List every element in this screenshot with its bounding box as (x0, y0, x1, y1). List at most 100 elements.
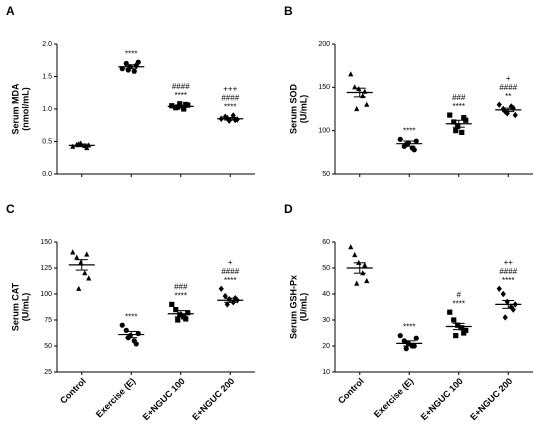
significance: **** (224, 276, 236, 285)
data-point (183, 101, 189, 108)
significance: + (228, 258, 233, 267)
panel-label: D (284, 202, 293, 216)
data-point (451, 317, 457, 323)
data-point (119, 66, 125, 72)
data-point (447, 309, 453, 315)
x-tick-label: E+NGUC 100 (141, 376, 187, 422)
data-point (70, 249, 76, 255)
data-point (74, 254, 80, 260)
data-point (459, 325, 465, 331)
y-tick-label: 1.5 (42, 73, 52, 80)
data-point (352, 251, 358, 258)
significance: **** (175, 292, 187, 301)
significance: #### (499, 83, 517, 92)
y-axis-label: (U/mL) (298, 293, 308, 322)
y-axis-label: Serum SOD (288, 83, 298, 134)
x-tick-label: Control (58, 376, 88, 406)
data-point (413, 335, 419, 341)
data-point (123, 60, 129, 67)
data-point (455, 322, 461, 328)
data-point (123, 327, 129, 333)
panel-label: A (6, 4, 15, 18)
data-point (496, 101, 502, 108)
data-point (185, 310, 191, 316)
significance: **** (224, 103, 236, 112)
data-point (169, 103, 175, 109)
y-tick-label: 30 (322, 317, 330, 324)
data-point (78, 259, 84, 265)
data-point (177, 312, 183, 318)
significance: #### (221, 94, 239, 103)
data-point (397, 333, 403, 339)
y-tick-label: 0.5 (42, 138, 52, 145)
data-point (459, 129, 465, 135)
data-point (76, 285, 82, 291)
data-point (82, 270, 88, 276)
y-tick-label: 20 (322, 343, 330, 350)
data-point (451, 119, 457, 125)
data-point (70, 143, 76, 149)
panel-label: B (284, 4, 293, 18)
data-point (169, 301, 175, 307)
data-point (502, 314, 508, 321)
data-point (397, 136, 403, 142)
data-point (84, 144, 90, 151)
y-axis-label: (U/mL) (298, 95, 308, 124)
y-tick-label: 150 (318, 84, 330, 91)
data-point (500, 290, 506, 298)
data-point (496, 285, 502, 292)
y-axis-label: (U/mL) (20, 293, 30, 322)
significance: **** (502, 276, 514, 285)
y-axis-label: Serum MDA (10, 83, 20, 135)
significance: **** (125, 49, 137, 58)
y-axis-label: Serum CAT (10, 282, 20, 331)
data-point (133, 341, 139, 347)
x-tick-label: E+NGUC 100 (419, 376, 465, 422)
data-point (173, 307, 179, 313)
y-tick-label: 125 (40, 265, 52, 272)
x-tick-label: E+NGUC 200 (190, 376, 236, 422)
y-tick-label: 2.0 (42, 41, 52, 48)
significance: ### (452, 93, 466, 102)
data-point (177, 101, 183, 107)
data-point (354, 280, 360, 286)
data-point (453, 128, 459, 134)
y-tick-label: 50 (44, 343, 52, 350)
data-point (413, 138, 419, 144)
significance: #### (221, 267, 239, 276)
significance: ++ (504, 258, 514, 267)
y-tick-label: 75 (44, 317, 52, 324)
data-point (348, 244, 354, 250)
y-tick-label: 50 (322, 265, 330, 272)
data-point (512, 111, 518, 119)
data-point (175, 104, 181, 110)
data-point (461, 330, 467, 336)
data-point (403, 346, 409, 352)
significance: **** (125, 312, 137, 321)
data-point (224, 114, 230, 122)
data-point (131, 68, 137, 74)
x-tick-label: Exercise (E) (94, 376, 138, 420)
y-tick-label: 10 (322, 369, 330, 376)
significance: #### (499, 267, 517, 276)
y-tick-label: 25 (44, 369, 52, 376)
significance: **** (453, 102, 465, 111)
data-point (218, 285, 224, 292)
y-axis-label: Serum GSH-Px (288, 275, 298, 339)
data-point (183, 316, 189, 322)
data-point (181, 106, 187, 112)
y-tick-label: 0.0 (42, 171, 52, 178)
data-point (84, 251, 90, 257)
y-tick-label: 60 (322, 239, 330, 246)
data-point (119, 322, 125, 328)
y-tick-label: 100 (318, 128, 330, 135)
x-tick-label: Control (336, 376, 366, 406)
x-tick-label: Exercise (E) (372, 376, 416, 420)
data-point (86, 275, 92, 281)
data-point (510, 306, 516, 313)
data-point (364, 277, 370, 284)
data-point (447, 112, 453, 118)
y-tick-label: 1.0 (42, 106, 52, 113)
data-point (125, 67, 131, 73)
